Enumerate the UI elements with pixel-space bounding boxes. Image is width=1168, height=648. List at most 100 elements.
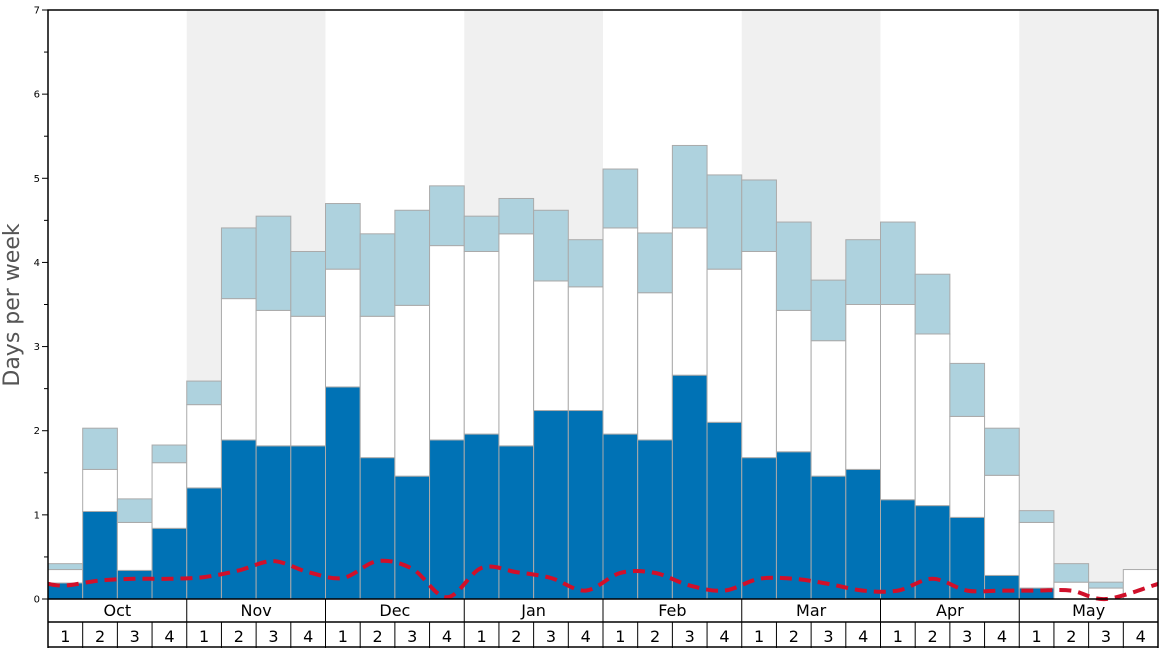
- bar-dark-19: [671, 374, 708, 600]
- week-label-1: 1: [60, 627, 70, 646]
- bar-light-21: [741, 179, 777, 252]
- bar-light-13: [463, 215, 500, 252]
- bar-middle-28: [984, 474, 1020, 576]
- bar-dark-11: [394, 475, 431, 600]
- bar-light-2: [82, 427, 118, 470]
- bar-middle-3: [116, 521, 153, 571]
- week-label-23: 3: [823, 627, 833, 646]
- bar-middle-17: [602, 227, 639, 435]
- bar-light-29: [1018, 510, 1055, 523]
- bar-light-19: [671, 144, 708, 229]
- bar-dark-12: [429, 439, 465, 600]
- week-label-5: 1: [199, 627, 209, 646]
- bar-light-31: [1088, 581, 1124, 589]
- bar-middle-1: [47, 569, 84, 584]
- bar-light-9: [325, 203, 361, 270]
- bar-dark-18: [637, 439, 673, 600]
- bar-dark-25: [880, 499, 916, 600]
- bar-middle-23: [810, 340, 847, 477]
- bar-middle-21: [741, 250, 777, 459]
- bar-light-28: [984, 427, 1020, 476]
- bar-light-18: [637, 232, 673, 294]
- week-label-9: 1: [338, 627, 348, 646]
- bar-dark-24: [845, 468, 881, 600]
- y-tick-label-6: 6: [34, 90, 40, 101]
- bar-middle-2: [82, 468, 118, 512]
- week-label-2: 2: [95, 627, 105, 646]
- week-label-16: 4: [581, 627, 591, 646]
- bar-middle-22: [775, 309, 812, 453]
- y-tick-label-1: 1: [34, 510, 40, 521]
- bar-middle-16: [567, 286, 604, 412]
- bar-dark-2: [82, 510, 118, 600]
- week-label-30: 2: [1066, 627, 1076, 646]
- bar-middle-29: [1018, 521, 1055, 589]
- week-label-19: 3: [685, 627, 695, 646]
- week-label-7: 3: [268, 627, 278, 646]
- bar-middle-9: [325, 268, 361, 388]
- bar-middle-14: [498, 233, 535, 447]
- bar-dark-7: [255, 445, 292, 600]
- y-tick-label-3: 3: [34, 342, 40, 353]
- week-label-20: 4: [719, 627, 729, 646]
- bar-light-6: [220, 227, 257, 300]
- bar-middle-12: [429, 245, 465, 441]
- bar-middle-25: [880, 304, 916, 501]
- bar-light-30: [1053, 563, 1090, 583]
- bar-dark-14: [498, 445, 535, 600]
- bar-light-4: [151, 444, 188, 464]
- bar-light-22: [775, 221, 812, 311]
- bar-light-14: [498, 197, 535, 235]
- week-label-25: 1: [893, 627, 903, 646]
- month-label-may: May: [1072, 601, 1105, 620]
- bar-middle-7: [255, 309, 292, 447]
- bar-light-7: [255, 215, 292, 311]
- bar-dark-28: [984, 574, 1020, 600]
- bar-light-11: [394, 209, 431, 306]
- bar-light-16: [567, 239, 604, 288]
- bar-dark-15: [533, 410, 569, 600]
- bar-light-10: [359, 233, 396, 317]
- week-label-3: 3: [130, 627, 140, 646]
- week-label-10: 2: [372, 627, 382, 646]
- week-label-29: 1: [1032, 627, 1042, 646]
- bar-light-23: [810, 279, 847, 342]
- trend-line-path: [47, 558, 1159, 602]
- bar-light-3: [116, 498, 153, 523]
- bar-dark-16: [567, 410, 604, 600]
- bar-dark-9: [325, 386, 361, 600]
- month-shade-may: [1019, 10, 1158, 599]
- bar-dark-3: [116, 569, 153, 600]
- bar-light-25: [880, 221, 916, 305]
- month-label-feb: Feb: [658, 601, 686, 620]
- bar-middle-6: [220, 298, 257, 441]
- y-tick-label-7: 7: [34, 6, 40, 17]
- bar-light-8: [290, 250, 326, 317]
- bar-middle-15: [533, 280, 569, 412]
- bar-middle-11: [394, 304, 431, 477]
- week-label-18: 2: [650, 627, 660, 646]
- bar-light-15: [533, 209, 569, 282]
- bar-middle-27: [949, 415, 986, 518]
- week-label-4: 4: [164, 627, 174, 646]
- bar-light-1: [47, 563, 84, 571]
- month-label-dec: Dec: [379, 601, 410, 620]
- bar-light-27: [949, 362, 986, 417]
- bar-middle-4: [151, 462, 188, 529]
- y-axis-label: Days per week: [0, 223, 25, 386]
- bar-middle-19: [671, 227, 708, 376]
- bar-light-24: [845, 239, 881, 306]
- bar-middle-24: [845, 304, 881, 470]
- bar-light-5: [186, 380, 222, 406]
- week-label-12: 4: [442, 627, 452, 646]
- bar-middle-20: [706, 268, 743, 423]
- week-label-8: 4: [303, 627, 313, 646]
- week-label-11: 3: [407, 627, 417, 646]
- bar-middle-18: [637, 292, 673, 441]
- bar-light-26: [914, 273, 951, 335]
- month-label-nov: Nov: [241, 601, 272, 620]
- bar-middle-10: [359, 315, 396, 459]
- y-tick-label-2: 2: [34, 426, 40, 437]
- week-label-31: 3: [1101, 627, 1111, 646]
